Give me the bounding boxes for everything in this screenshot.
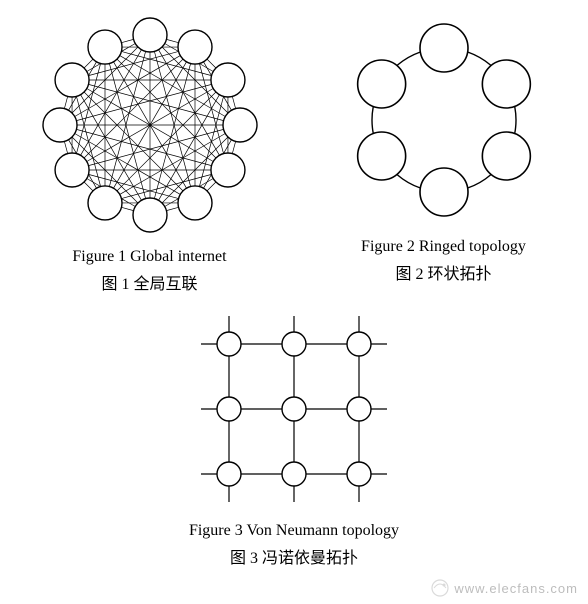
watermark-icon (430, 578, 450, 598)
figure-3-caption-zh: 图 3 冯诺依曼拓扑 (230, 544, 358, 568)
row-1: Figure 1 Global internet 图 1 全局互联 Figure… (0, 0, 588, 294)
figure-1-caption-zh: 图 1 全局互联 (101, 270, 197, 294)
figure-3-panel: Figure 3 Von Neumann topology 图 3 冯诺依曼拓扑 (184, 304, 404, 568)
von-neumann-diagram (184, 304, 404, 514)
global-internet-diagram (35, 10, 265, 240)
ringed-topology-diagram (334, 10, 554, 230)
page: Figure 1 Global internet 图 1 全局互联 Figure… (0, 0, 588, 604)
watermark: www.elecfans.com (430, 578, 578, 598)
figure-3-caption-en: Figure 3 Von Neumann topology (189, 522, 399, 540)
figure-2-caption-en: Figure 2 Ringed topology (361, 238, 526, 256)
figure-2-caption-zh: 图 2 环状拓扑 (395, 260, 491, 284)
figure-1-panel: Figure 1 Global internet 图 1 全局互联 (35, 10, 265, 294)
figure-1-caption-en: Figure 1 Global internet (72, 248, 226, 266)
watermark-text: www.elecfans.com (454, 581, 578, 596)
row-2: Figure 3 Von Neumann topology 图 3 冯诺依曼拓扑 (0, 304, 588, 568)
figure-2-panel: Figure 2 Ringed topology 图 2 环状拓扑 (334, 10, 554, 294)
